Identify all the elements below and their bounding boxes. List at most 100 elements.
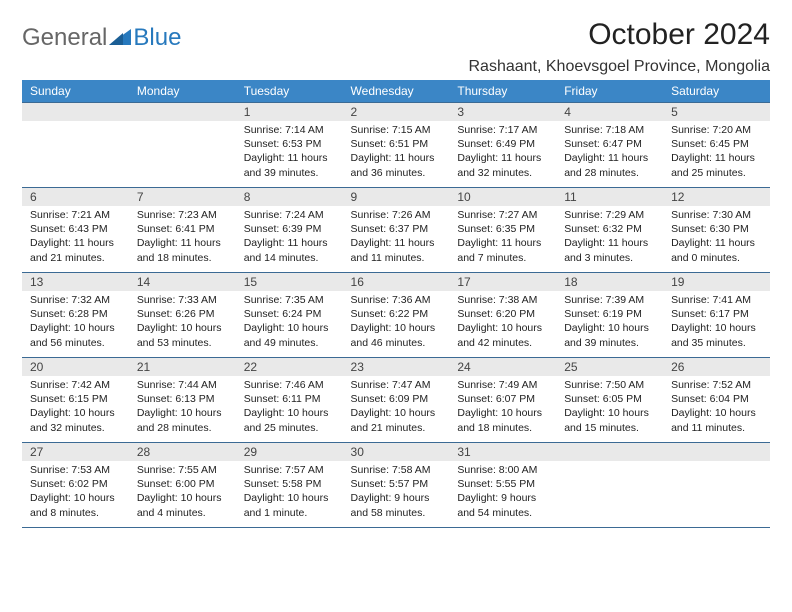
- day-number: 8: [236, 188, 343, 206]
- location: Rashaant, Khoevsgoel Province, Mongolia: [468, 58, 770, 76]
- sunrise-text: Sunrise: 7:33 AM: [137, 293, 228, 307]
- sunset-text: Sunset: 6:17 PM: [671, 307, 762, 321]
- sunrise-text: Sunrise: 7:26 AM: [351, 208, 442, 222]
- dayname-header: Thursday: [449, 80, 556, 103]
- sunrise-text: Sunrise: 7:21 AM: [30, 208, 121, 222]
- calendar-day-cell: 10Sunrise: 7:27 AMSunset: 6:35 PMDayligh…: [449, 188, 556, 273]
- daylight-text: Daylight: 10 hours and 49 minutes.: [244, 321, 335, 349]
- day-number: 28: [129, 443, 236, 461]
- day-number: 2: [343, 103, 450, 121]
- calendar-day-cell: 13Sunrise: 7:32 AMSunset: 6:28 PMDayligh…: [22, 273, 129, 358]
- daylight-text: Daylight: 11 hours and 14 minutes.: [244, 236, 335, 264]
- sunrise-text: Sunrise: 7:58 AM: [351, 463, 442, 477]
- calendar-week-row: 27Sunrise: 7:53 AMSunset: 6:02 PMDayligh…: [22, 443, 770, 528]
- sunrise-text: Sunrise: 7:32 AM: [30, 293, 121, 307]
- daylight-text: Daylight: 9 hours and 54 minutes.: [457, 491, 548, 519]
- dayname-header: Saturday: [663, 80, 770, 103]
- calendar-day-cell: 12Sunrise: 7:30 AMSunset: 6:30 PMDayligh…: [663, 188, 770, 273]
- day-number: [663, 443, 770, 461]
- daylight-text: Daylight: 11 hours and 11 minutes.: [351, 236, 442, 264]
- calendar-day-cell: 6Sunrise: 7:21 AMSunset: 6:43 PMDaylight…: [22, 188, 129, 273]
- day-number: [556, 443, 663, 461]
- sunrise-text: Sunrise: 7:53 AM: [30, 463, 121, 477]
- day-number: [129, 103, 236, 121]
- day-details: Sunrise: 7:41 AMSunset: 6:17 PMDaylight:…: [663, 291, 770, 354]
- day-details: Sunrise: 7:26 AMSunset: 6:37 PMDaylight:…: [343, 206, 450, 269]
- day-details: Sunrise: 7:49 AMSunset: 6:07 PMDaylight:…: [449, 376, 556, 439]
- daylight-text: Daylight: 11 hours and 32 minutes.: [457, 151, 548, 179]
- day-details: Sunrise: 8:00 AMSunset: 5:55 PMDaylight:…: [449, 461, 556, 524]
- sunrise-text: Sunrise: 7:27 AM: [457, 208, 548, 222]
- calendar-day-cell: 15Sunrise: 7:35 AMSunset: 6:24 PMDayligh…: [236, 273, 343, 358]
- sunrise-text: Sunrise: 7:38 AM: [457, 293, 548, 307]
- sunrise-text: Sunrise: 7:36 AM: [351, 293, 442, 307]
- sunrise-text: Sunrise: 7:46 AM: [244, 378, 335, 392]
- sunrise-text: Sunrise: 7:35 AM: [244, 293, 335, 307]
- month-title: October 2024: [468, 18, 770, 52]
- sunset-text: Sunset: 5:58 PM: [244, 477, 335, 491]
- day-details: Sunrise: 7:57 AMSunset: 5:58 PMDaylight:…: [236, 461, 343, 524]
- logo-text-general: General: [22, 24, 107, 52]
- calendar-day-cell: 23Sunrise: 7:47 AMSunset: 6:09 PMDayligh…: [343, 358, 450, 443]
- day-details: Sunrise: 7:32 AMSunset: 6:28 PMDaylight:…: [22, 291, 129, 354]
- calendar-day-cell: [129, 103, 236, 188]
- logo: General Blue: [22, 24, 181, 52]
- sunrise-text: Sunrise: 7:17 AM: [457, 123, 548, 137]
- sunset-text: Sunset: 6:02 PM: [30, 477, 121, 491]
- sunset-text: Sunset: 6:51 PM: [351, 137, 442, 151]
- day-details: Sunrise: 7:52 AMSunset: 6:04 PMDaylight:…: [663, 376, 770, 439]
- sunrise-text: Sunrise: 7:23 AM: [137, 208, 228, 222]
- daylight-text: Daylight: 11 hours and 18 minutes.: [137, 236, 228, 264]
- day-details: Sunrise: 7:18 AMSunset: 6:47 PMDaylight:…: [556, 121, 663, 184]
- day-number: 1: [236, 103, 343, 121]
- sunset-text: Sunset: 6:28 PM: [30, 307, 121, 321]
- daylight-text: Daylight: 10 hours and 21 minutes.: [351, 406, 442, 434]
- day-details: Sunrise: 7:23 AMSunset: 6:41 PMDaylight:…: [129, 206, 236, 269]
- day-details: Sunrise: 7:29 AMSunset: 6:32 PMDaylight:…: [556, 206, 663, 269]
- day-details: Sunrise: 7:53 AMSunset: 6:02 PMDaylight:…: [22, 461, 129, 524]
- day-number: 9: [343, 188, 450, 206]
- logo-text-blue: Blue: [133, 24, 181, 52]
- daylight-text: Daylight: 10 hours and 28 minutes.: [137, 406, 228, 434]
- daylight-text: Daylight: 10 hours and 35 minutes.: [671, 321, 762, 349]
- sunset-text: Sunset: 6:15 PM: [30, 392, 121, 406]
- calendar-day-cell: 31Sunrise: 8:00 AMSunset: 5:55 PMDayligh…: [449, 443, 556, 528]
- sunset-text: Sunset: 6:47 PM: [564, 137, 655, 151]
- daylight-text: Daylight: 10 hours and 1 minute.: [244, 491, 335, 519]
- sunrise-text: Sunrise: 7:42 AM: [30, 378, 121, 392]
- day-number: 24: [449, 358, 556, 376]
- daylight-text: Daylight: 10 hours and 56 minutes.: [30, 321, 121, 349]
- daylight-text: Daylight: 10 hours and 11 minutes.: [671, 406, 762, 434]
- day-number: [22, 103, 129, 121]
- sunset-text: Sunset: 6:09 PM: [351, 392, 442, 406]
- day-details: Sunrise: 7:14 AMSunset: 6:53 PMDaylight:…: [236, 121, 343, 184]
- sunset-text: Sunset: 6:43 PM: [30, 222, 121, 236]
- sunset-text: Sunset: 6:00 PM: [137, 477, 228, 491]
- daylight-text: Daylight: 10 hours and 18 minutes.: [457, 406, 548, 434]
- day-number: 27: [22, 443, 129, 461]
- calendar-day-cell: 14Sunrise: 7:33 AMSunset: 6:26 PMDayligh…: [129, 273, 236, 358]
- day-details: Sunrise: 7:20 AMSunset: 6:45 PMDaylight:…: [663, 121, 770, 184]
- day-details: Sunrise: 7:24 AMSunset: 6:39 PMDaylight:…: [236, 206, 343, 269]
- calendar-day-cell: 21Sunrise: 7:44 AMSunset: 6:13 PMDayligh…: [129, 358, 236, 443]
- day-details: Sunrise: 7:46 AMSunset: 6:11 PMDaylight:…: [236, 376, 343, 439]
- calendar-day-cell: 17Sunrise: 7:38 AMSunset: 6:20 PMDayligh…: [449, 273, 556, 358]
- daylight-text: Daylight: 11 hours and 36 minutes.: [351, 151, 442, 179]
- day-number: 5: [663, 103, 770, 121]
- daylight-text: Daylight: 11 hours and 25 minutes.: [671, 151, 762, 179]
- sunset-text: Sunset: 6:26 PM: [137, 307, 228, 321]
- day-details: Sunrise: 7:38 AMSunset: 6:20 PMDaylight:…: [449, 291, 556, 354]
- dayname-header: Friday: [556, 80, 663, 103]
- day-details: Sunrise: 7:44 AMSunset: 6:13 PMDaylight:…: [129, 376, 236, 439]
- daylight-text: Daylight: 10 hours and 46 minutes.: [351, 321, 442, 349]
- sunset-text: Sunset: 6:19 PM: [564, 307, 655, 321]
- sunset-text: Sunset: 6:13 PM: [137, 392, 228, 406]
- daylight-text: Daylight: 10 hours and 53 minutes.: [137, 321, 228, 349]
- day-details: Sunrise: 7:36 AMSunset: 6:22 PMDaylight:…: [343, 291, 450, 354]
- daylight-text: Daylight: 11 hours and 7 minutes.: [457, 236, 548, 264]
- calendar-day-cell: 18Sunrise: 7:39 AMSunset: 6:19 PMDayligh…: [556, 273, 663, 358]
- day-details: Sunrise: 7:42 AMSunset: 6:15 PMDaylight:…: [22, 376, 129, 439]
- day-details: Sunrise: 7:15 AMSunset: 6:51 PMDaylight:…: [343, 121, 450, 184]
- title-block: October 2024 Rashaant, Khoevsgoel Provin…: [468, 18, 770, 76]
- calendar-day-cell: 20Sunrise: 7:42 AMSunset: 6:15 PMDayligh…: [22, 358, 129, 443]
